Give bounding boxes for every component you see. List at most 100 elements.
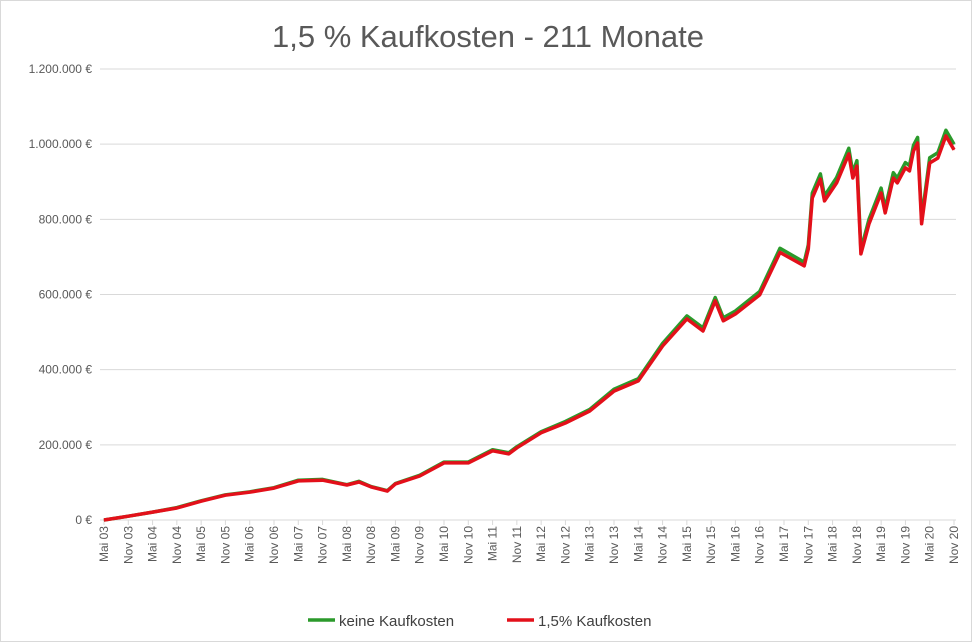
data-point [913, 144, 915, 146]
x-tick-label: Mai 12 [534, 526, 548, 562]
x-tick-label: Mai 10 [437, 526, 451, 562]
y-tick-label: 800.000 € [39, 212, 93, 226]
data-point [686, 318, 688, 320]
x-tick-label: Mai 09 [388, 526, 402, 562]
data-point [921, 223, 923, 225]
x-tick-label: Mai 07 [291, 526, 305, 562]
data-point [856, 160, 858, 162]
data-point [589, 410, 591, 412]
data-point [945, 135, 947, 137]
data-point [662, 345, 664, 347]
x-tick-label: Nov 04 [170, 526, 184, 564]
data-point [880, 192, 882, 194]
x-tick-label: Nov 12 [558, 526, 572, 564]
legend-label-kaufkosten: 1,5% Kaufkosten [538, 613, 651, 630]
data-point [803, 265, 805, 267]
data-point [917, 142, 919, 144]
y-tick-label: 600.000 € [39, 288, 93, 302]
data-point [953, 149, 955, 151]
legend-label-keine-kaufkosten: keine Kaufkosten [339, 613, 454, 630]
x-tick-label: Mai 19 [874, 526, 888, 562]
x-tick-label: Nov 14 [656, 526, 670, 564]
x-tick-label: Mai 06 [243, 526, 257, 562]
data-point [714, 300, 716, 302]
data-point [249, 491, 251, 493]
data-point [937, 157, 939, 159]
data-point [443, 462, 445, 464]
data-point [508, 453, 510, 455]
x-tick-label: Mai 18 [826, 526, 840, 562]
data-point [860, 253, 862, 255]
data-point [394, 483, 396, 485]
data-point [856, 165, 858, 167]
x-tick-label: Mai 08 [340, 526, 354, 562]
data-point [779, 247, 781, 249]
x-tick-label: Mai 04 [146, 526, 160, 562]
y-tick-label: 1.200.000 € [29, 62, 93, 76]
data-point [929, 162, 931, 164]
x-tick-label: Nov 05 [218, 526, 232, 564]
y-tick-label: 200.000 € [39, 438, 93, 452]
data-point [836, 182, 838, 184]
data-point [224, 494, 226, 496]
x-tick-label: Nov 20 [947, 526, 961, 564]
data-point [884, 212, 886, 214]
data-point [892, 177, 894, 179]
data-point [370, 486, 372, 488]
x-tick-label: Mai 14 [631, 526, 645, 562]
data-point [779, 251, 781, 253]
data-point [819, 173, 821, 175]
x-tick-label: Nov 15 [704, 526, 718, 564]
data-point [176, 507, 178, 509]
data-point [358, 481, 360, 483]
data-point [945, 129, 947, 131]
data-point [904, 162, 906, 164]
x-tick-label: Mai 05 [194, 526, 208, 562]
x-tick-label: Nov 16 [753, 526, 767, 564]
data-point [953, 143, 955, 145]
data-point [848, 153, 850, 155]
x-tick-label: Nov 13 [607, 526, 621, 564]
data-point [386, 490, 388, 492]
data-point [848, 147, 850, 149]
data-point [904, 167, 906, 169]
data-point [516, 447, 518, 449]
x-tick-label: Nov 08 [364, 526, 378, 564]
data-point [852, 177, 854, 179]
data-point [896, 182, 898, 184]
data-point [613, 390, 615, 392]
data-point [540, 432, 542, 434]
data-point [152, 511, 154, 513]
x-tick-label: Nov 09 [413, 526, 427, 564]
x-tick-label: Mai 16 [728, 526, 742, 562]
x-tick-label: Mai 20 [923, 526, 937, 562]
x-tick-label: Mai 15 [680, 526, 694, 562]
x-tick-label: Nov 07 [316, 526, 330, 564]
data-point [564, 422, 566, 424]
data-point [913, 150, 915, 152]
data-point [880, 187, 882, 189]
x-tick-label: Nov 11 [510, 526, 524, 563]
data-point [103, 519, 105, 521]
data-point [273, 487, 275, 489]
series-line-1 [103, 134, 956, 522]
data-point [722, 320, 724, 322]
y-tick-label: 400.000 € [39, 363, 93, 377]
data-point [467, 462, 469, 464]
data-point [346, 484, 348, 486]
data-point [734, 310, 736, 312]
data-point [322, 479, 324, 481]
chart-title: 1,5 % Kaufkosten - 211 Monate [272, 19, 704, 54]
data-point [896, 177, 898, 179]
data-point [297, 480, 299, 482]
x-tick-label: Mai 13 [583, 526, 597, 562]
data-point [419, 475, 421, 477]
data-point [637, 380, 639, 382]
data-point [686, 315, 688, 317]
data-point [823, 200, 825, 202]
data-point [892, 172, 894, 174]
y-tick-label: 1.000.000 € [29, 137, 93, 151]
series-line-0 [103, 128, 956, 522]
x-tick-label: Mai 03 [97, 526, 111, 562]
